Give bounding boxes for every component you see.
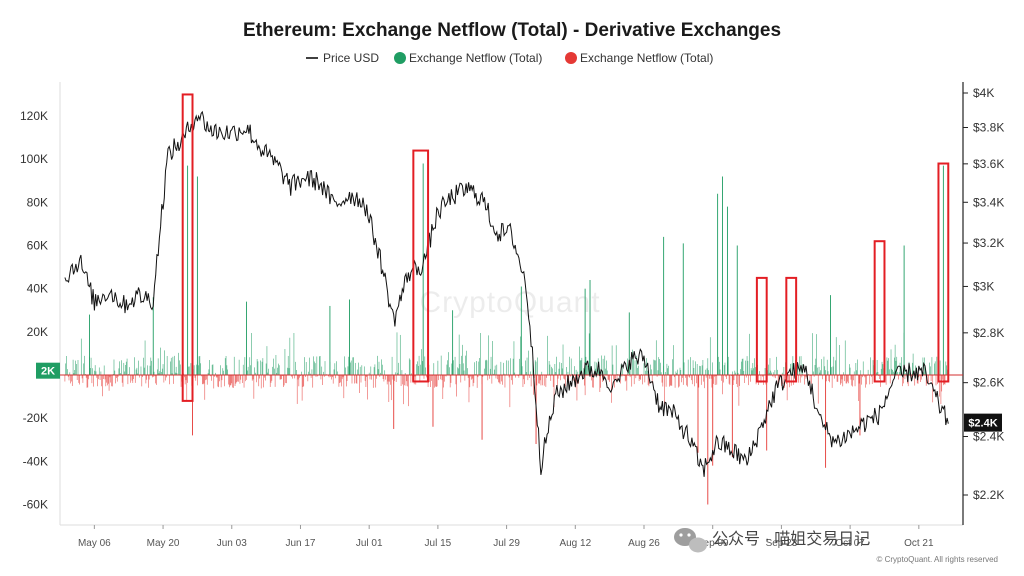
right-axis-ticks: $4K $3.8K $3.6K $3.4K $3.2K $3K $2.8K $2.6K $2.4… bbox=[963, 86, 1004, 502]
left-badge-background bbox=[36, 362, 60, 379]
right-tick-label: $3K bbox=[973, 279, 994, 293]
legend-label-netflow-positive: Exchange Netflow (Total) bbox=[409, 51, 542, 65]
left-tick-label: 60K bbox=[27, 239, 48, 253]
left-tick-label: 120K bbox=[20, 109, 48, 123]
highlight-box bbox=[873, 240, 886, 383]
right-tick-label: $2.6K bbox=[973, 376, 1004, 390]
right-current-price-badge: $2.4K bbox=[964, 413, 1002, 432]
left-tick-label: 80K bbox=[27, 195, 48, 209]
x-tick-label: May 06 bbox=[78, 538, 111, 549]
highlight-box bbox=[755, 276, 768, 383]
x-tick-label: Jul 01 bbox=[356, 538, 383, 549]
right-tick-label: $2.2K bbox=[973, 488, 1004, 502]
wechat-account-label: 公众号 · 喵姐交易日记 bbox=[712, 530, 870, 548]
plot-frame bbox=[59, 82, 964, 526]
copyright-notice: © CryptoQuant. All rights reserved bbox=[877, 555, 999, 564]
chart-legend: Price USD Exchange Netflow (Total) Excha… bbox=[306, 51, 713, 65]
x-tick-label: Sep 23 bbox=[766, 538, 798, 549]
right-tick-label: $4K bbox=[973, 86, 994, 100]
x-tick-label: Jul 15 bbox=[425, 538, 452, 549]
legend-dot-red bbox=[565, 52, 577, 64]
left-axis-ticks: 120K 100K 80K 60K 40K 20K -20K -40K -60K bbox=[20, 109, 48, 511]
left-tick-label: -40K bbox=[23, 454, 48, 468]
x-tick-label: May 20 bbox=[147, 538, 180, 549]
highlight-box bbox=[412, 149, 430, 383]
legend-dot-green bbox=[394, 52, 406, 64]
left-tick-label: 20K bbox=[27, 325, 48, 339]
highlight-box bbox=[181, 93, 194, 402]
right-badge-background bbox=[964, 413, 1002, 432]
right-tick-label: $3.4K bbox=[973, 195, 1004, 209]
highlight-boxes bbox=[181, 93, 950, 402]
left-badge-label: 2K bbox=[41, 366, 55, 378]
right-badge-label: $2.4K bbox=[968, 418, 997, 430]
left-tick-label: -20K bbox=[23, 411, 48, 425]
legend-label-price: Price USD bbox=[323, 51, 379, 65]
netflow-bars bbox=[64, 154, 949, 505]
legend-item-price[interactable]: Price USD bbox=[306, 51, 379, 65]
x-tick-label: Jun 17 bbox=[285, 538, 315, 549]
x-tick-label: Oct 21 bbox=[904, 538, 934, 549]
right-tick-label: $2.4K bbox=[973, 429, 1004, 443]
right-tick-label: $3.2K bbox=[973, 236, 1004, 250]
x-tick-label: Oct 07 bbox=[835, 538, 865, 549]
price-line bbox=[64, 110, 949, 477]
left-tick-label: 100K bbox=[20, 152, 48, 166]
highlight-box bbox=[937, 162, 950, 383]
wechat-watermark: 公众号 · 喵姐交易日记 bbox=[674, 528, 870, 553]
legend-item-netflow-negative[interactable]: Exchange Netflow (Total) bbox=[565, 51, 713, 65]
highlight-box bbox=[785, 276, 798, 383]
x-axis-ticks: May 06 May 20 Jun 03 Jun 17 Jul 01 Jul 15 Jul … bbox=[78, 525, 934, 549]
right-tick-label: $3.6K bbox=[973, 157, 1004, 171]
x-tick-label: Aug 26 bbox=[628, 538, 660, 549]
left-tick-label: 40K bbox=[27, 282, 48, 296]
x-tick-label: Jun 03 bbox=[217, 538, 247, 549]
watermark-cryptoquant: CryptoQuant bbox=[419, 286, 600, 319]
legend-item-netflow-positive[interactable]: Exchange Netflow (Total) bbox=[394, 51, 542, 65]
chart-title: Ethereum: Exchange Netflow (Total) - Der… bbox=[243, 20, 781, 41]
x-tick-label: Aug 12 bbox=[559, 538, 591, 549]
wechat-icon bbox=[674, 528, 707, 553]
right-tick-label: $2.8K bbox=[973, 326, 1004, 340]
legend-label-netflow-negative: Exchange Netflow (Total) bbox=[580, 51, 713, 65]
right-tick-label: $3.8K bbox=[973, 120, 1004, 134]
x-tick-label: Sep 09 bbox=[697, 538, 729, 549]
left-tick-label: -60K bbox=[23, 497, 48, 511]
left-current-value-badge: 2K bbox=[36, 362, 60, 379]
x-tick-label: Jul 29 bbox=[493, 538, 520, 549]
